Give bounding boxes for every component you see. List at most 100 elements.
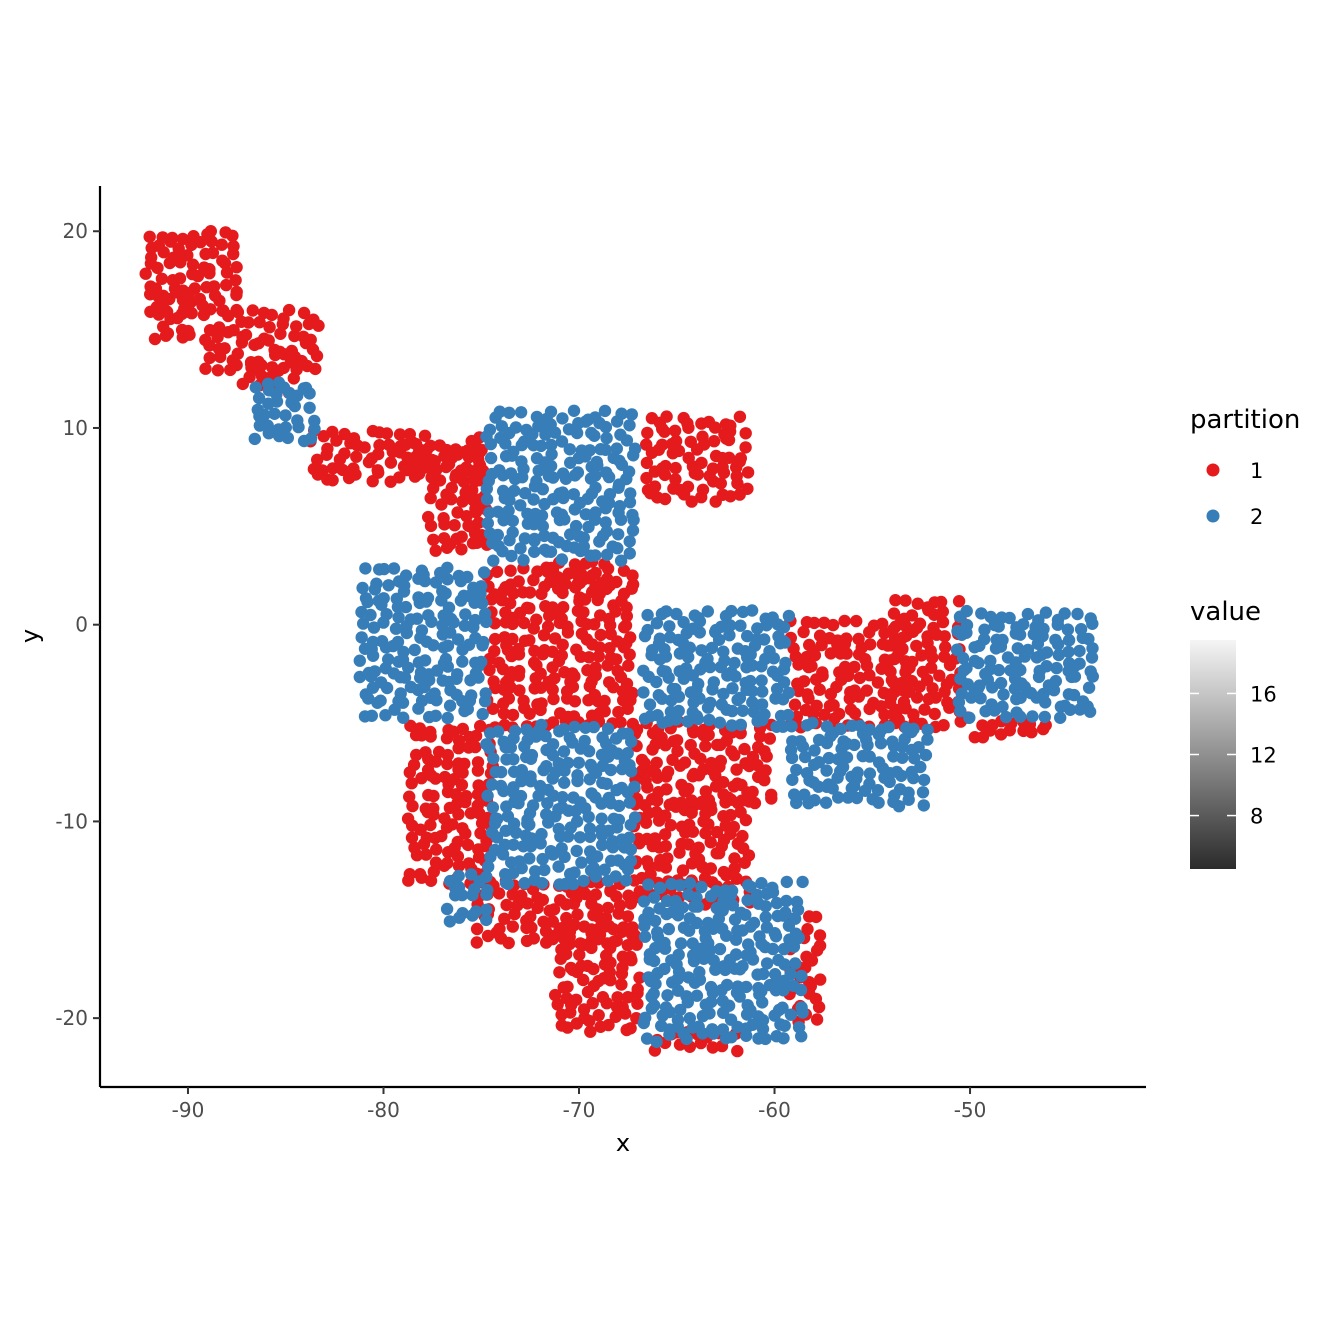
data-point xyxy=(692,853,706,866)
data-point xyxy=(216,254,229,267)
data-point xyxy=(780,894,793,908)
data-point xyxy=(461,838,475,852)
data-point xyxy=(853,671,867,685)
data-point xyxy=(297,306,311,320)
data-point xyxy=(733,990,746,1003)
data-point xyxy=(907,708,920,721)
data-point xyxy=(567,541,581,554)
data-point xyxy=(728,852,741,865)
data-point xyxy=(739,441,752,454)
data-point xyxy=(456,655,469,668)
data-point xyxy=(291,414,304,427)
data-point xyxy=(338,447,351,460)
data-point xyxy=(472,516,485,529)
data-point xyxy=(643,698,657,711)
data-point xyxy=(759,911,772,924)
data-point xyxy=(382,579,395,592)
data-point xyxy=(258,408,271,422)
data-point xyxy=(243,370,256,384)
data-point xyxy=(374,676,388,689)
data-point xyxy=(624,631,637,644)
data-point xyxy=(469,506,483,519)
data-point xyxy=(594,628,607,642)
data-point xyxy=(239,328,253,342)
data-point xyxy=(610,653,623,666)
data-point xyxy=(609,605,622,618)
data-point xyxy=(477,635,490,649)
data-point xyxy=(779,656,792,670)
data-point xyxy=(755,877,768,890)
data-point xyxy=(517,616,531,630)
data-point xyxy=(465,868,478,881)
data-point xyxy=(613,500,626,513)
data-point xyxy=(253,316,266,329)
data-point xyxy=(794,735,807,748)
data-point xyxy=(488,644,501,658)
data-point xyxy=(326,474,339,487)
data-point xyxy=(972,656,985,670)
data-point xyxy=(638,930,652,943)
data-point xyxy=(758,745,771,758)
data-point xyxy=(504,597,517,610)
data-point xyxy=(798,750,812,764)
data-point xyxy=(429,544,442,557)
data-point xyxy=(415,772,428,785)
data-point xyxy=(621,939,634,952)
data-point xyxy=(483,663,496,677)
data-point xyxy=(403,790,416,803)
data-point xyxy=(848,684,861,697)
data-point xyxy=(377,592,390,605)
data-point xyxy=(692,841,705,854)
data-point xyxy=(561,980,574,993)
data-point xyxy=(913,617,927,630)
data-point xyxy=(670,958,683,971)
data-point xyxy=(624,843,638,856)
data-point xyxy=(622,889,635,902)
data-point xyxy=(795,969,808,983)
data-point xyxy=(744,1004,757,1017)
data-point xyxy=(370,577,383,590)
data-point xyxy=(813,929,827,942)
data-point xyxy=(535,827,548,841)
data-point xyxy=(1017,618,1030,631)
data-point xyxy=(692,1020,705,1033)
data-point xyxy=(511,899,524,912)
data-point xyxy=(819,796,833,809)
data-point xyxy=(725,719,738,732)
data-point xyxy=(231,305,245,319)
data-point xyxy=(809,910,823,924)
data-point xyxy=(863,669,876,682)
data-point xyxy=(592,1009,605,1022)
data-point xyxy=(461,570,474,584)
data-point xyxy=(756,1022,770,1036)
data-point xyxy=(382,653,395,666)
data-point xyxy=(632,832,645,845)
data-point xyxy=(836,760,850,774)
data-point xyxy=(503,406,516,419)
data-point xyxy=(766,942,780,956)
data-point xyxy=(690,916,703,930)
data-point xyxy=(1014,691,1027,704)
data-point xyxy=(356,581,369,595)
data-point xyxy=(588,429,601,442)
data-point xyxy=(568,558,582,571)
data-point xyxy=(529,865,542,878)
data-point xyxy=(490,831,504,844)
data-point xyxy=(628,780,641,793)
data-point xyxy=(612,813,626,827)
data-point xyxy=(523,707,536,720)
data-point xyxy=(614,716,627,729)
data-point xyxy=(603,488,617,501)
data-point xyxy=(715,698,728,711)
data-point xyxy=(717,865,730,879)
data-point xyxy=(744,880,757,893)
data-point xyxy=(759,1032,772,1046)
data-point xyxy=(449,788,463,801)
data-point xyxy=(394,440,407,453)
data-point xyxy=(650,617,664,630)
data-point xyxy=(606,835,619,848)
data-point xyxy=(785,720,798,733)
data-point xyxy=(288,399,301,413)
data-point xyxy=(303,401,316,414)
data-point xyxy=(887,676,900,689)
